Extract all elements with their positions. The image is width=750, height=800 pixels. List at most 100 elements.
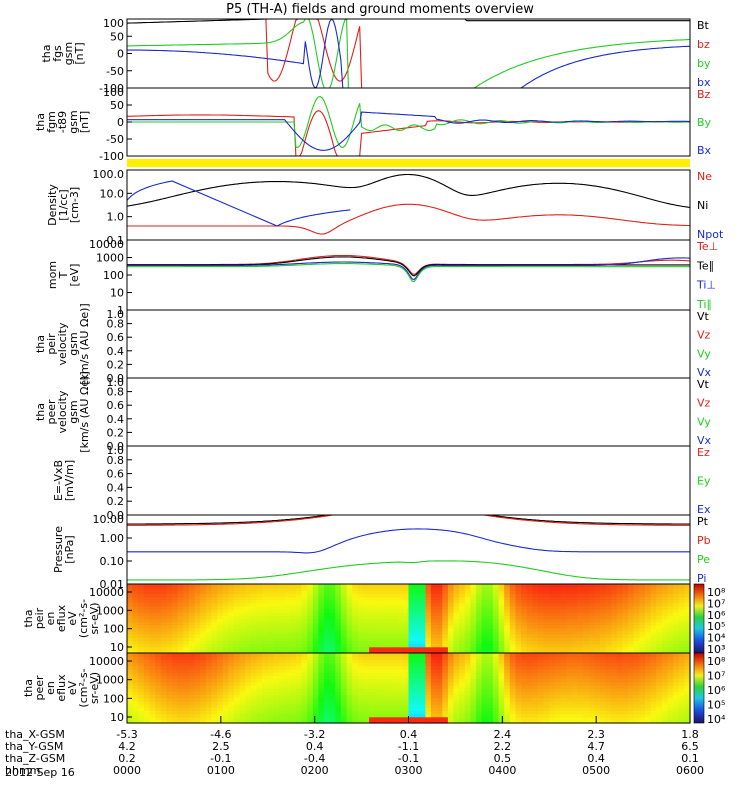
spectrogram-cell <box>183 659 190 664</box>
spectrogram-cell <box>442 653 449 657</box>
spectrogram-cell <box>340 700 348 705</box>
spectrogram-cell <box>492 634 500 638</box>
spectrogram-cell <box>166 716 173 721</box>
spectrogram-cell <box>172 590 179 594</box>
spectrogram-cell <box>583 703 590 708</box>
spectrogram-cell <box>515 672 522 676</box>
spectrogram-cell <box>678 707 685 711</box>
spectrogram-cell <box>217 688 224 692</box>
spectrogram-cell <box>656 691 663 695</box>
spectrogram-cell <box>402 590 410 594</box>
spectrogram-cell <box>414 710 421 715</box>
spectrogram-cell <box>335 599 342 604</box>
spectrogram-cell <box>132 643 139 648</box>
y-axis-label-line: Pressure <box>52 526 65 573</box>
spectrogram-cell <box>436 640 443 645</box>
spectrogram-cell <box>599 675 607 680</box>
spectrogram-cell <box>492 602 500 607</box>
spectrogram-cell <box>515 659 522 664</box>
spectrogram-cell <box>279 643 286 648</box>
spectrogram-cell <box>386 606 393 610</box>
spectrogram-cell <box>318 672 325 676</box>
spectrogram-cell <box>656 596 663 601</box>
spectrogram-cell <box>329 646 336 651</box>
spectrogram-cell <box>532 707 539 711</box>
y-axis-label-line: peir <box>33 607 46 629</box>
ephemeris-value: 2.3 <box>587 728 605 741</box>
spectrogram-cell <box>481 584 488 588</box>
spectrogram-cell <box>633 618 640 623</box>
spectrogram-cell <box>583 691 590 695</box>
spectrogram-cell <box>583 624 590 629</box>
spectrogram-cell <box>560 662 567 667</box>
spectrogram-cell <box>543 634 550 638</box>
spectrogram-cell <box>346 662 353 667</box>
spectrogram-cell <box>436 675 443 680</box>
spectrogram-cell <box>132 631 139 635</box>
spectrogram-cell <box>464 593 471 598</box>
series-Bz <box>127 110 690 157</box>
spectrogram-cell <box>369 640 376 645</box>
spectrogram-cell <box>476 710 483 715</box>
spectrogram-cell <box>492 646 500 651</box>
spectrogram-cell <box>470 688 477 692</box>
spectrogram-cell <box>549 606 556 610</box>
spectrogram-cell <box>566 662 573 667</box>
spectrogram-cell <box>678 659 685 664</box>
spectrogram-cell <box>267 688 274 692</box>
spectrogram-cell <box>335 624 342 629</box>
spectrogram-cell <box>239 643 246 648</box>
spectrogram-cell <box>408 599 415 604</box>
spectrogram-cell <box>284 703 291 708</box>
spectrogram-cell <box>633 675 640 680</box>
spectrogram-cell <box>504 646 511 651</box>
spectrogram-cell <box>290 672 297 676</box>
spectrogram-cell <box>160 646 167 651</box>
spectrogram-cell <box>211 678 218 683</box>
spectrogram-cell <box>386 631 393 635</box>
spectrogram-cell <box>509 678 516 683</box>
spectrogram-cell <box>307 710 314 715</box>
spectrogram-cell <box>605 587 612 591</box>
spectrogram-cell <box>357 694 364 699</box>
spectrogram-cell <box>526 587 533 591</box>
spectrogram-cell <box>132 618 139 623</box>
spectrogram-cell <box>177 678 184 683</box>
spectrogram-cell <box>633 584 640 588</box>
spectrogram-cell <box>217 716 224 721</box>
spectrogram-cell <box>380 606 387 610</box>
spectrogram-cell <box>397 665 404 670</box>
spectrogram-cell <box>138 609 145 613</box>
spectrogram-cell <box>312 672 319 676</box>
spectrogram-cell <box>273 637 280 641</box>
spectrogram-cell <box>498 640 505 645</box>
spectrogram-cell <box>560 634 567 638</box>
spectrogram-cell <box>183 656 190 660</box>
spectrogram-cell <box>611 606 618 610</box>
spectrogram-cell <box>622 684 629 689</box>
spectrogram-cell <box>211 602 218 607</box>
spectrogram-cell <box>526 618 533 623</box>
spectrogram-cell <box>436 710 443 715</box>
spectrogram-cell <box>509 627 516 632</box>
spectrogram-cell <box>256 703 263 708</box>
spectrogram-cell <box>667 694 674 699</box>
spectrogram-cell <box>273 668 280 673</box>
spectrogram-cell <box>363 719 370 724</box>
spectrogram-cell <box>414 678 421 683</box>
spectrogram-cell <box>279 672 286 676</box>
spectrogram-cell <box>611 593 618 598</box>
spectrogram-cell <box>335 653 342 657</box>
spectrogram-cell <box>526 672 533 676</box>
spectrogram-cell <box>588 643 595 648</box>
spectrogram-cell <box>138 624 145 629</box>
spectrogram-cell <box>172 665 179 670</box>
spectrogram-cell <box>380 615 387 620</box>
spectrogram-cell <box>560 602 567 607</box>
spectrogram-cell <box>673 627 680 632</box>
spectrogram-cell <box>149 675 156 680</box>
spectrogram-cell <box>622 646 629 651</box>
spectrogram-cell <box>166 596 173 601</box>
spectrogram-cell <box>312 719 319 724</box>
spectrogram-cell <box>622 624 629 629</box>
